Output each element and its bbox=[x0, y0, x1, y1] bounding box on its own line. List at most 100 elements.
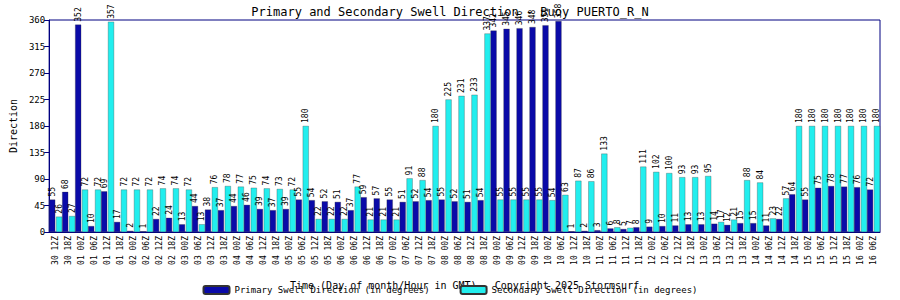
svg-text:55: 55 bbox=[801, 187, 810, 197]
svg-text:180: 180 bbox=[872, 108, 881, 123]
svg-text:03 18Z: 03 18Z bbox=[220, 236, 229, 265]
svg-text:38: 38 bbox=[203, 197, 212, 207]
svg-text:21: 21 bbox=[392, 207, 401, 217]
svg-text:10: 10 bbox=[87, 213, 96, 223]
svg-text:57: 57 bbox=[782, 186, 791, 196]
svg-text:04 18Z: 04 18Z bbox=[272, 236, 281, 265]
svg-text:75: 75 bbox=[814, 175, 823, 185]
svg-text:45: 45 bbox=[34, 201, 45, 211]
svg-text:93: 93 bbox=[678, 164, 687, 174]
svg-text:7: 7 bbox=[626, 220, 635, 225]
svg-text:180: 180 bbox=[821, 108, 830, 123]
svg-text:01 06Z: 01 06Z bbox=[90, 236, 99, 265]
svg-text:Primary and Secondary Swell Di: Primary and Secondary Swell Direction - … bbox=[251, 5, 648, 19]
svg-text:02 12Z: 02 12Z bbox=[155, 236, 164, 265]
svg-text:180: 180 bbox=[29, 121, 45, 131]
svg-text:73: 73 bbox=[275, 176, 284, 186]
svg-text:12 06Z: 12 06Z bbox=[661, 236, 670, 265]
svg-text:46: 46 bbox=[242, 192, 251, 202]
svg-text:22: 22 bbox=[340, 206, 349, 216]
svg-text:13: 13 bbox=[684, 212, 693, 222]
svg-text:08 12Z: 08 12Z bbox=[467, 236, 476, 265]
svg-text:78: 78 bbox=[827, 173, 836, 183]
svg-text:87: 87 bbox=[574, 168, 583, 178]
svg-text:91: 91 bbox=[405, 166, 414, 176]
svg-text:54: 54 bbox=[307, 187, 316, 197]
svg-text:06 00Z: 06 00Z bbox=[337, 236, 346, 265]
svg-text:10 06Z: 10 06Z bbox=[557, 236, 566, 265]
svg-text:11 06Z: 11 06Z bbox=[609, 236, 618, 265]
svg-text:54: 54 bbox=[476, 187, 485, 197]
svg-text:77: 77 bbox=[353, 174, 362, 184]
svg-text:14 12Z: 14 12Z bbox=[778, 236, 787, 265]
svg-text:90: 90 bbox=[34, 174, 45, 184]
svg-text:02 06Z: 02 06Z bbox=[142, 236, 151, 265]
svg-text:72: 72 bbox=[132, 177, 141, 187]
svg-text:72: 72 bbox=[866, 177, 875, 187]
svg-text:17: 17 bbox=[113, 209, 122, 219]
svg-text:10 12Z: 10 12Z bbox=[570, 236, 579, 265]
svg-text:13: 13 bbox=[178, 212, 187, 222]
svg-text:180: 180 bbox=[846, 108, 855, 123]
svg-text:74: 74 bbox=[158, 176, 167, 186]
svg-text:63: 63 bbox=[561, 182, 570, 192]
svg-text:75: 75 bbox=[249, 175, 258, 185]
svg-text:27: 27 bbox=[68, 203, 77, 213]
svg-text:37: 37 bbox=[346, 197, 355, 207]
svg-text:05 00Z: 05 00Z bbox=[285, 236, 294, 265]
svg-text:59: 59 bbox=[359, 184, 368, 194]
svg-text:12 18Z: 12 18Z bbox=[687, 236, 696, 265]
svg-text:13: 13 bbox=[697, 212, 706, 222]
svg-text:23: 23 bbox=[769, 206, 778, 216]
svg-text:2: 2 bbox=[126, 223, 135, 228]
svg-text:09 18Z: 09 18Z bbox=[531, 236, 540, 265]
svg-text:21: 21 bbox=[730, 207, 739, 217]
svg-text:09 00Z: 09 00Z bbox=[493, 236, 502, 265]
svg-text:11 00Z: 11 00Z bbox=[596, 236, 605, 265]
svg-text:05 18Z: 05 18Z bbox=[324, 236, 333, 265]
svg-text:2: 2 bbox=[580, 223, 589, 228]
svg-text:135: 135 bbox=[29, 148, 45, 158]
svg-text:57: 57 bbox=[372, 186, 381, 196]
svg-text:13: 13 bbox=[197, 212, 206, 222]
svg-text:04 00Z: 04 00Z bbox=[233, 236, 242, 265]
svg-text:231: 231 bbox=[457, 78, 466, 93]
svg-text:72: 72 bbox=[288, 177, 297, 187]
svg-text:06 06Z: 06 06Z bbox=[350, 236, 359, 265]
svg-text:11 18Z: 11 18Z bbox=[635, 236, 644, 265]
svg-text:22: 22 bbox=[152, 206, 161, 216]
svg-text:95: 95 bbox=[704, 163, 713, 173]
svg-text:3: 3 bbox=[593, 222, 602, 227]
svg-text:357: 357 bbox=[107, 4, 116, 19]
svg-text:102: 102 bbox=[652, 154, 661, 169]
svg-text:55: 55 bbox=[385, 187, 394, 197]
svg-text:86: 86 bbox=[587, 169, 596, 179]
svg-text:180: 180 bbox=[301, 108, 310, 123]
svg-text:17: 17 bbox=[717, 209, 726, 219]
svg-text:72: 72 bbox=[120, 177, 129, 187]
svg-text:08 00Z: 08 00Z bbox=[441, 236, 450, 265]
svg-text:54: 54 bbox=[548, 187, 557, 197]
svg-text:84: 84 bbox=[756, 170, 765, 180]
svg-text:111: 111 bbox=[639, 149, 648, 164]
svg-text:12 12Z: 12 12Z bbox=[674, 236, 683, 265]
svg-text:08 18Z: 08 18Z bbox=[480, 236, 489, 265]
svg-text:55: 55 bbox=[294, 187, 303, 197]
svg-text:01 18Z: 01 18Z bbox=[116, 236, 125, 265]
svg-text:88: 88 bbox=[418, 167, 427, 177]
svg-text:39: 39 bbox=[255, 196, 264, 206]
svg-text:09 06Z: 09 06Z bbox=[506, 236, 515, 265]
svg-text:52: 52 bbox=[411, 189, 420, 199]
svg-text:74: 74 bbox=[171, 176, 180, 186]
svg-text:30 18Z: 30 18Z bbox=[64, 236, 73, 265]
svg-text:01 12Z: 01 12Z bbox=[103, 236, 112, 265]
svg-text:14 18Z: 14 18Z bbox=[791, 236, 800, 265]
svg-text:93: 93 bbox=[691, 164, 700, 174]
svg-text:52: 52 bbox=[450, 189, 459, 199]
svg-text:03 12Z: 03 12Z bbox=[207, 236, 216, 265]
svg-text:13 00Z: 13 00Z bbox=[700, 236, 709, 265]
svg-text:15 18Z: 15 18Z bbox=[843, 236, 852, 265]
svg-text:13 18Z: 13 18Z bbox=[739, 236, 748, 265]
svg-text:10: 10 bbox=[658, 213, 667, 223]
svg-text:77: 77 bbox=[236, 174, 245, 184]
